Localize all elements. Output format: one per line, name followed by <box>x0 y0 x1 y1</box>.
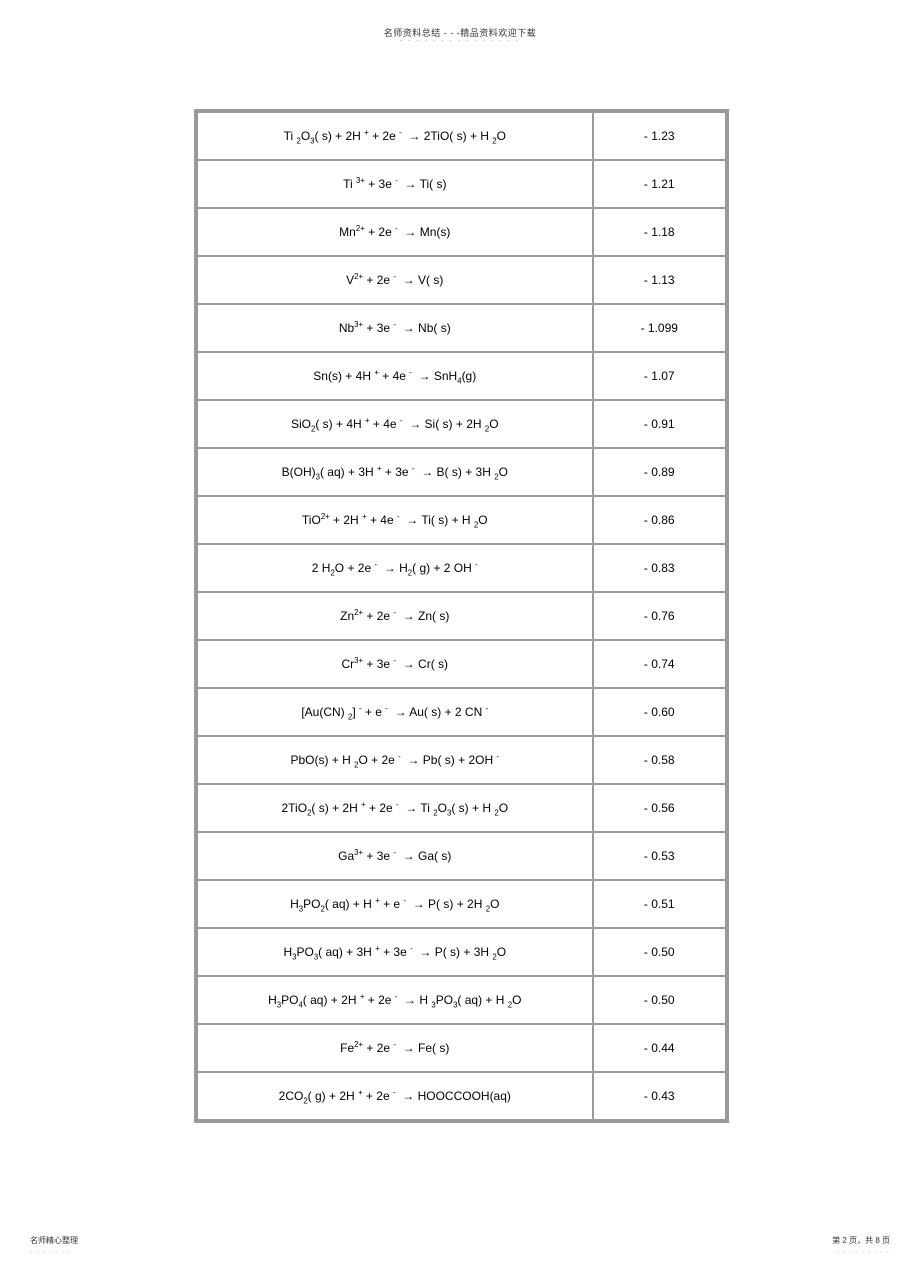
table-row: SiO2( s) + 4H + + 4e - → Si( s) + 2H 2O-… <box>197 400 726 448</box>
potential-cell: - 0.50 <box>593 928 726 976</box>
equation-cell: Ti 3+ + 3e - → Ti( s) <box>197 160 593 208</box>
potential-cell: - 1.21 <box>593 160 726 208</box>
potential-cell: - 0.60 <box>593 688 726 736</box>
equation-cell: V2+ + 2e - → V( s) <box>197 256 593 304</box>
potential-cell: - 0.56 <box>593 784 726 832</box>
table-row: Mn2+ + 2e - → Mn(s)- 1.18 <box>197 208 726 256</box>
equation-cell: 2CO2( g) + 2H + + 2e - → HOOCCOOH(aq) <box>197 1072 593 1120</box>
potential-cell: - 0.83 <box>593 544 726 592</box>
potential-cell: - 1.13 <box>593 256 726 304</box>
equation-cell: TiO2+ + 2H + + 4e - → Ti( s) + H 2O <box>197 496 593 544</box>
equation-cell: B(OH)3( aq) + 3H + + 3e - → B( s) + 3H 2… <box>197 448 593 496</box>
equation-cell: 2TiO2( s) + 2H + + 2e - → Ti 2O3( s) + H… <box>197 784 593 832</box>
potential-cell: - 0.43 <box>593 1072 726 1120</box>
table-row: Fe2+ + 2e - → Fe( s)- 0.44 <box>197 1024 726 1072</box>
table-row: Zn2+ + 2e - → Zn( s)- 0.76 <box>197 592 726 640</box>
equation-cell: Fe2+ + 2e - → Fe( s) <box>197 1024 593 1072</box>
table-row: V2+ + 2e - → V( s)- 1.13 <box>197 256 726 304</box>
equation-cell: H3PO3( aq) + 3H + + 3e - → P( s) + 3H 2O <box>197 928 593 976</box>
footer-right-sub: - - - - - - - - - <box>836 1249 890 1256</box>
potential-cell: - 0.44 <box>593 1024 726 1072</box>
equation-cell: Cr3+ + 3e - → Cr( s) <box>197 640 593 688</box>
equation-cell: [Au(CN) 2] - + e - → Au( s) + 2 CN - <box>197 688 593 736</box>
equation-cell: H3PO4( aq) + 2H + + 2e - → H 3PO3( aq) +… <box>197 976 593 1024</box>
equation-cell: Mn2+ + 2e - → Mn(s) <box>197 208 593 256</box>
table-row: H3PO2( aq) + H + + e - → P( s) + 2H 2O- … <box>197 880 726 928</box>
footer-left-sub: - - - - - - - <box>30 1249 71 1256</box>
table-row: Ga3+ + 3e - → Ga( s)- 0.53 <box>197 832 726 880</box>
table-row: Ti 3+ + 3e - → Ti( s)- 1.21 <box>197 160 726 208</box>
equation-cell: Zn2+ + 2e - → Zn( s) <box>197 592 593 640</box>
table-row: Sn(s) + 4H + + 4e - → SnH4(g)- 1.07 <box>197 352 726 400</box>
table-row: 2CO2( g) + 2H + + 2e - → HOOCCOOH(aq)- 0… <box>197 1072 726 1120</box>
equation-cell: Ti 2O3( s) + 2H + + 2e - → 2TiO( s) + H … <box>197 112 593 160</box>
table-row: PbO(s) + H 2O + 2e - → Pb( s) + 2OH -- 0… <box>197 736 726 784</box>
equation-cell: PbO(s) + H 2O + 2e - → Pb( s) + 2OH - <box>197 736 593 784</box>
potential-cell: - 0.51 <box>593 880 726 928</box>
potential-cell: - 0.91 <box>593 400 726 448</box>
table-row: H3PO3( aq) + 3H + + 3e - → P( s) + 3H 2O… <box>197 928 726 976</box>
potential-cell: - 1.23 <box>593 112 726 160</box>
potential-cell: - 0.74 <box>593 640 726 688</box>
table-row: [Au(CN) 2] - + e - → Au( s) + 2 CN -- 0.… <box>197 688 726 736</box>
potentials-table-container: Ti 2O3( s) + 2H + + 2e - → 2TiO( s) + H … <box>194 109 729 1123</box>
potential-cell: - 0.86 <box>593 496 726 544</box>
table-row: B(OH)3( aq) + 3H + + 3e - → B( s) + 3H 2… <box>197 448 726 496</box>
potentials-table: Ti 2O3( s) + 2H + + 2e - → 2TiO( s) + H … <box>194 109 729 1123</box>
equation-cell: SiO2( s) + 4H + + 4e - → Si( s) + 2H 2O <box>197 400 593 448</box>
document-header-sub: - - - - - - - - - - - - - - - <box>0 38 920 45</box>
potential-cell: - 0.76 <box>593 592 726 640</box>
equation-cell: Nb3+ + 3e - → Nb( s) <box>197 304 593 352</box>
potential-cell: - 0.58 <box>593 736 726 784</box>
equation-cell: Sn(s) + 4H + + 4e - → SnH4(g) <box>197 352 593 400</box>
potential-cell: - 1.18 <box>593 208 726 256</box>
equation-cell: Ga3+ + 3e - → Ga( s) <box>197 832 593 880</box>
equation-cell: H3PO2( aq) + H + + e - → P( s) + 2H 2O <box>197 880 593 928</box>
potential-cell: - 0.53 <box>593 832 726 880</box>
table-row: 2 H2O + 2e - → H2( g) + 2 OH -- 0.83 <box>197 544 726 592</box>
potential-cell: - 0.89 <box>593 448 726 496</box>
footer-right: 第 2 页，共 8 页 <box>832 1235 890 1246</box>
potential-cell: - 1.07 <box>593 352 726 400</box>
footer-left: 名师精心整理 <box>30 1235 78 1246</box>
table-row: TiO2+ + 2H + + 4e - → Ti( s) + H 2O- 0.8… <box>197 496 726 544</box>
equation-cell: 2 H2O + 2e - → H2( g) + 2 OH - <box>197 544 593 592</box>
table-row: H3PO4( aq) + 2H + + 2e - → H 3PO3( aq) +… <box>197 976 726 1024</box>
potential-cell: - 1.099 <box>593 304 726 352</box>
table-row: 2TiO2( s) + 2H + + 2e - → Ti 2O3( s) + H… <box>197 784 726 832</box>
table-row: Cr3+ + 3e - → Cr( s)- 0.74 <box>197 640 726 688</box>
potential-cell: - 0.50 <box>593 976 726 1024</box>
table-row: Ti 2O3( s) + 2H + + 2e - → 2TiO( s) + H … <box>197 112 726 160</box>
table-row: Nb3+ + 3e - → Nb( s)- 1.099 <box>197 304 726 352</box>
